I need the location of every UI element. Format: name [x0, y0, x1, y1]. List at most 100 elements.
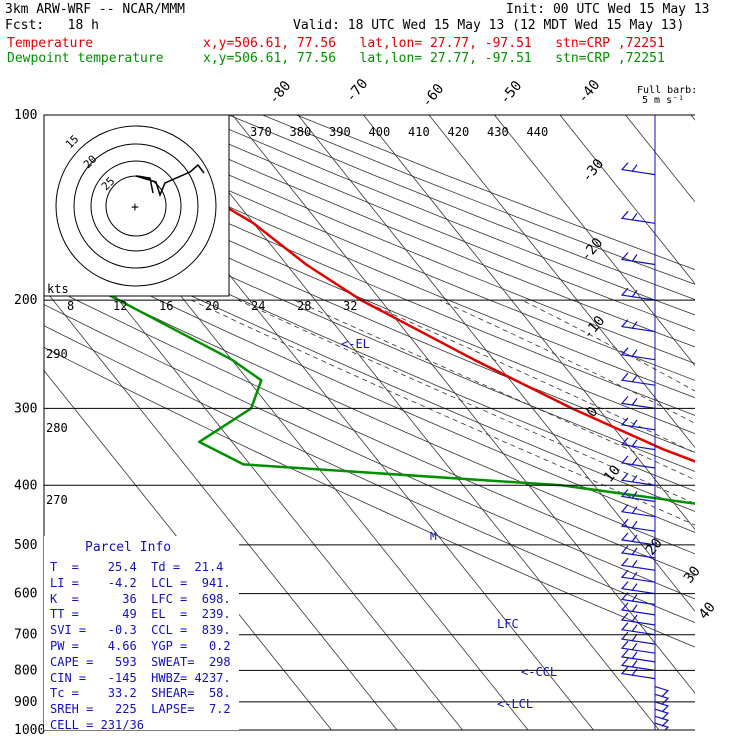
- pressure-tick-label: 100: [14, 108, 37, 123]
- wind-barb: [654, 701, 670, 713]
- wind-barb: [631, 349, 638, 358]
- dry-adiabat-line: [44, 123, 695, 399]
- wind-barb: [631, 559, 638, 568]
- isotherm-label: -60: [419, 81, 448, 111]
- wind-barb: [631, 520, 638, 529]
- hodograph-left-label: 280: [46, 421, 68, 435]
- parcel-info-row: SREH = 225 LAPSE= 7.2: [50, 702, 231, 717]
- wind-barb: [631, 583, 638, 591]
- wind-barb: [631, 534, 638, 543]
- dry-adiabat-line: [44, 244, 695, 533]
- isotherm-label: 20: [643, 535, 666, 558]
- isotherm-label: 10: [601, 462, 624, 485]
- wind-barb: [620, 545, 656, 559]
- wind-barb: [631, 419, 638, 428]
- wind-barb: [620, 437, 656, 451]
- theta-label: 430: [487, 125, 509, 139]
- pressure-tick-label: 500: [14, 538, 37, 553]
- dry-adiabat-line: [44, 139, 695, 416]
- isotherm-line: [625, 115, 695, 203]
- wind-barb: [631, 439, 638, 447]
- wind-barb: [620, 396, 656, 409]
- wind-barb: [654, 686, 670, 698]
- lcl-annotation: <-LCL: [497, 697, 533, 711]
- isotherm-label: -40: [575, 77, 604, 107]
- init-time: Init: 00 UTC Wed 15 May 13: [506, 2, 710, 17]
- wind-barb: [631, 254, 638, 262]
- parcel-info-row: CIN = -145 HWBZ= 4237.: [50, 670, 231, 685]
- hodograph-speed-label: 12: [113, 299, 127, 313]
- parcel-info-row: LI = -4.2 LCL = 941.: [50, 575, 231, 590]
- isotherm-label: -80: [266, 78, 295, 108]
- dry-adiabat-line: [44, 283, 695, 577]
- dry-adiabat-line: [44, 263, 695, 555]
- isotherm-label: -20: [578, 235, 607, 265]
- wind-barb: [631, 614, 638, 623]
- isotherm-label: 40: [696, 599, 719, 622]
- wind-barb: [620, 622, 656, 636]
- temperature-location-info: x,y=506.61, 77.56 lat,lon= 27.77, -97.51…: [203, 36, 665, 51]
- valid-time: Valid: 18 UTC Wed 15 May 13 (12 MDT Wed …: [293, 18, 685, 33]
- wind-barb: [620, 666, 656, 680]
- wind-barb: [620, 287, 656, 301]
- dry-adiabat-line: [44, 155, 695, 435]
- model-title: 3km ARW-WRF -- NCAR/MMM: [5, 2, 186, 17]
- wind-barb: [632, 105, 637, 112]
- temperature-legend-label: Temperature: [7, 36, 94, 51]
- wind-barb: [620, 569, 656, 583]
- wind-barb: [620, 581, 656, 595]
- pressure-tick-label: 700: [14, 628, 37, 643]
- parcel-info-row: CELL = 231/36: [50, 718, 144, 732]
- isotherm-line: [559, 115, 695, 285]
- wind-barb: [620, 504, 656, 518]
- hodograph-left-label: 290: [46, 347, 68, 361]
- hodograph-trace: [135, 163, 205, 198]
- wind-barb: [620, 210, 656, 224]
- wind-barb: [620, 162, 656, 176]
- dry-adiabat-line: [262, 115, 695, 285]
- lfc-annotation: LFC: [497, 617, 519, 631]
- barb-legend-units: 5 m s⁻¹: [642, 95, 684, 106]
- dry-adiabat-line: [44, 207, 695, 492]
- hodograph-ring: [73, 143, 199, 269]
- dewpoint-trace: [44, 115, 695, 505]
- dry-adiabat-line: [44, 225, 695, 512]
- wind-barb: [631, 594, 638, 602]
- wind-barb: [620, 649, 656, 663]
- dry-adiabat-line: [59, 115, 695, 381]
- wind-barb: [631, 491, 638, 499]
- theta-label: 390: [329, 125, 351, 139]
- dewpoint-location-info: x,y=506.61, 77.56 lat,lon= 27.77, -97.51…: [203, 51, 665, 66]
- ccl-annotation: <-CCL: [521, 665, 557, 679]
- hodograph-speed-label: 24: [251, 299, 265, 313]
- level-marker: M: [430, 530, 437, 543]
- wind-barb: [631, 212, 638, 221]
- wind-barb: [620, 557, 656, 571]
- wind-barb: [654, 722, 670, 730]
- hodograph-speed-label: 16: [159, 299, 173, 313]
- isotherm-label: -50: [497, 78, 526, 108]
- hodograph-speed-label: 32: [343, 299, 357, 313]
- isotherm-line: [44, 369, 332, 730]
- dry-adiabat-line: [92, 115, 695, 364]
- wind-barb: [654, 708, 670, 720]
- wind-barb: [631, 624, 638, 633]
- parcel-info-row: K = 36 LFC = 698.: [50, 591, 231, 606]
- parcel-info-box: [44, 536, 239, 730]
- wind-barb: [631, 289, 638, 298]
- wind-barb: [620, 640, 656, 654]
- hodograph-speed-label: 8: [67, 299, 74, 313]
- parcel-info-row: SVI = -0.3 CCL = 839.: [50, 623, 231, 638]
- isotherm-line: [166, 115, 660, 730]
- pressure-tick-label: 900: [14, 695, 37, 710]
- wind-barb: [620, 658, 656, 671]
- isotherm-line: [44, 288, 398, 730]
- pressure-tick-label: 1000: [14, 723, 45, 738]
- wind-barb: [620, 372, 656, 386]
- isotherm-line: [428, 115, 695, 449]
- wind-barb: [620, 319, 656, 333]
- wind-barb: [620, 518, 656, 532]
- wind-barb: [631, 604, 638, 613]
- wind-barb: [631, 633, 638, 642]
